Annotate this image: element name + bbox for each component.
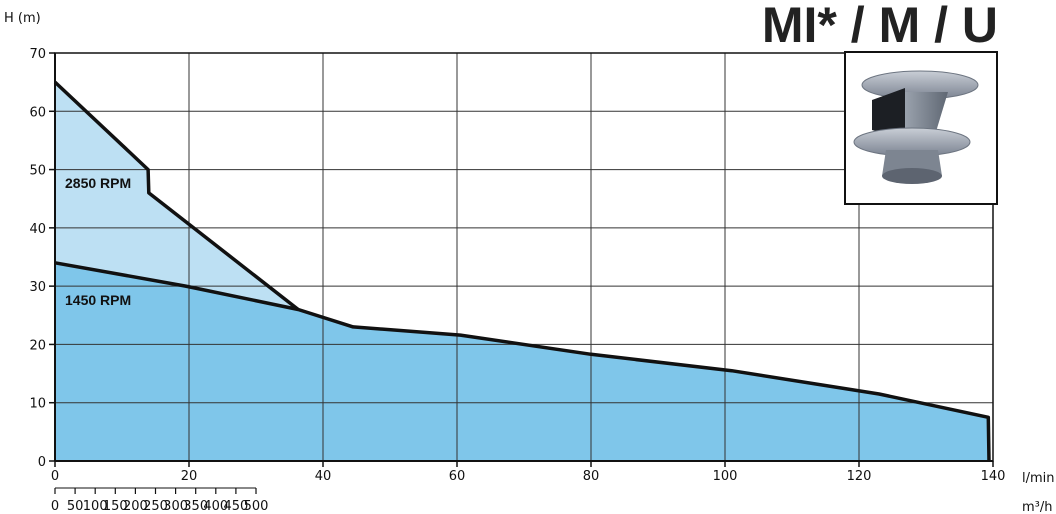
x-tick-label-m3h: 60 xyxy=(449,469,466,484)
x-tick-label-m3h: 100 xyxy=(713,469,738,484)
x-tick-label-m3h: 140 xyxy=(981,469,1006,484)
x-tick-label-m3h: 20 xyxy=(181,469,198,484)
x-tick-label-lmin: 350 xyxy=(183,499,208,514)
impeller-inset xyxy=(844,51,998,205)
x-tick-label-lmin: 200 xyxy=(123,499,148,514)
curve-areas xyxy=(55,82,989,461)
x-tick-label-lmin: 100 xyxy=(83,499,108,514)
y-tick-label: 30 xyxy=(29,280,46,295)
x-tick-label-lmin: 300 xyxy=(163,499,188,514)
x-tick-label-m3h: 120 xyxy=(847,469,872,484)
x-tick-label-lmin: 250 xyxy=(143,499,168,514)
x-tick-label-lmin: 150 xyxy=(103,499,128,514)
series-line-1450-rpm xyxy=(54,261,991,462)
y-tick-label: 0 xyxy=(38,455,46,470)
x-tick-label-m3h: 0 xyxy=(51,469,59,484)
x-tick-label-m3h: 80 xyxy=(583,469,600,484)
y-tick-label: 70 xyxy=(29,47,46,62)
grid-lines xyxy=(54,52,994,462)
x-axis-unit-lmin: l/min xyxy=(1022,471,1055,486)
x-tick-label-lmin: 400 xyxy=(203,499,228,514)
y-tick-label: 60 xyxy=(29,105,46,120)
y-tick-label: 50 xyxy=(29,164,46,179)
y-axis-label: H (m) xyxy=(4,11,41,26)
x-tick-label-lmin: 450 xyxy=(223,499,248,514)
x-tick-label-lmin: 0 xyxy=(51,499,59,514)
y-tick-label: 40 xyxy=(29,222,46,237)
x-tick-label-m3h: 40 xyxy=(315,469,332,484)
x-tick-label-lmin: 50 xyxy=(67,499,84,514)
area-1450-rpm xyxy=(55,262,989,461)
y-tick-label: 10 xyxy=(29,397,46,412)
chart-title: MI* / M / U xyxy=(762,0,998,53)
area-2850-rpm xyxy=(55,82,299,310)
impeller-photo-icon xyxy=(853,70,979,184)
performance-curves xyxy=(53,80,991,462)
x-tick-label-lmin: 500 xyxy=(244,499,269,514)
y-tick-label: 20 xyxy=(29,338,46,353)
series-line-2850-rpm xyxy=(53,80,300,311)
series-label-2850: 2850 RPM xyxy=(65,175,131,191)
series-label-1450: 1450 RPM xyxy=(65,292,131,308)
x-axis-unit-m3h: m³/h xyxy=(1022,500,1053,514)
